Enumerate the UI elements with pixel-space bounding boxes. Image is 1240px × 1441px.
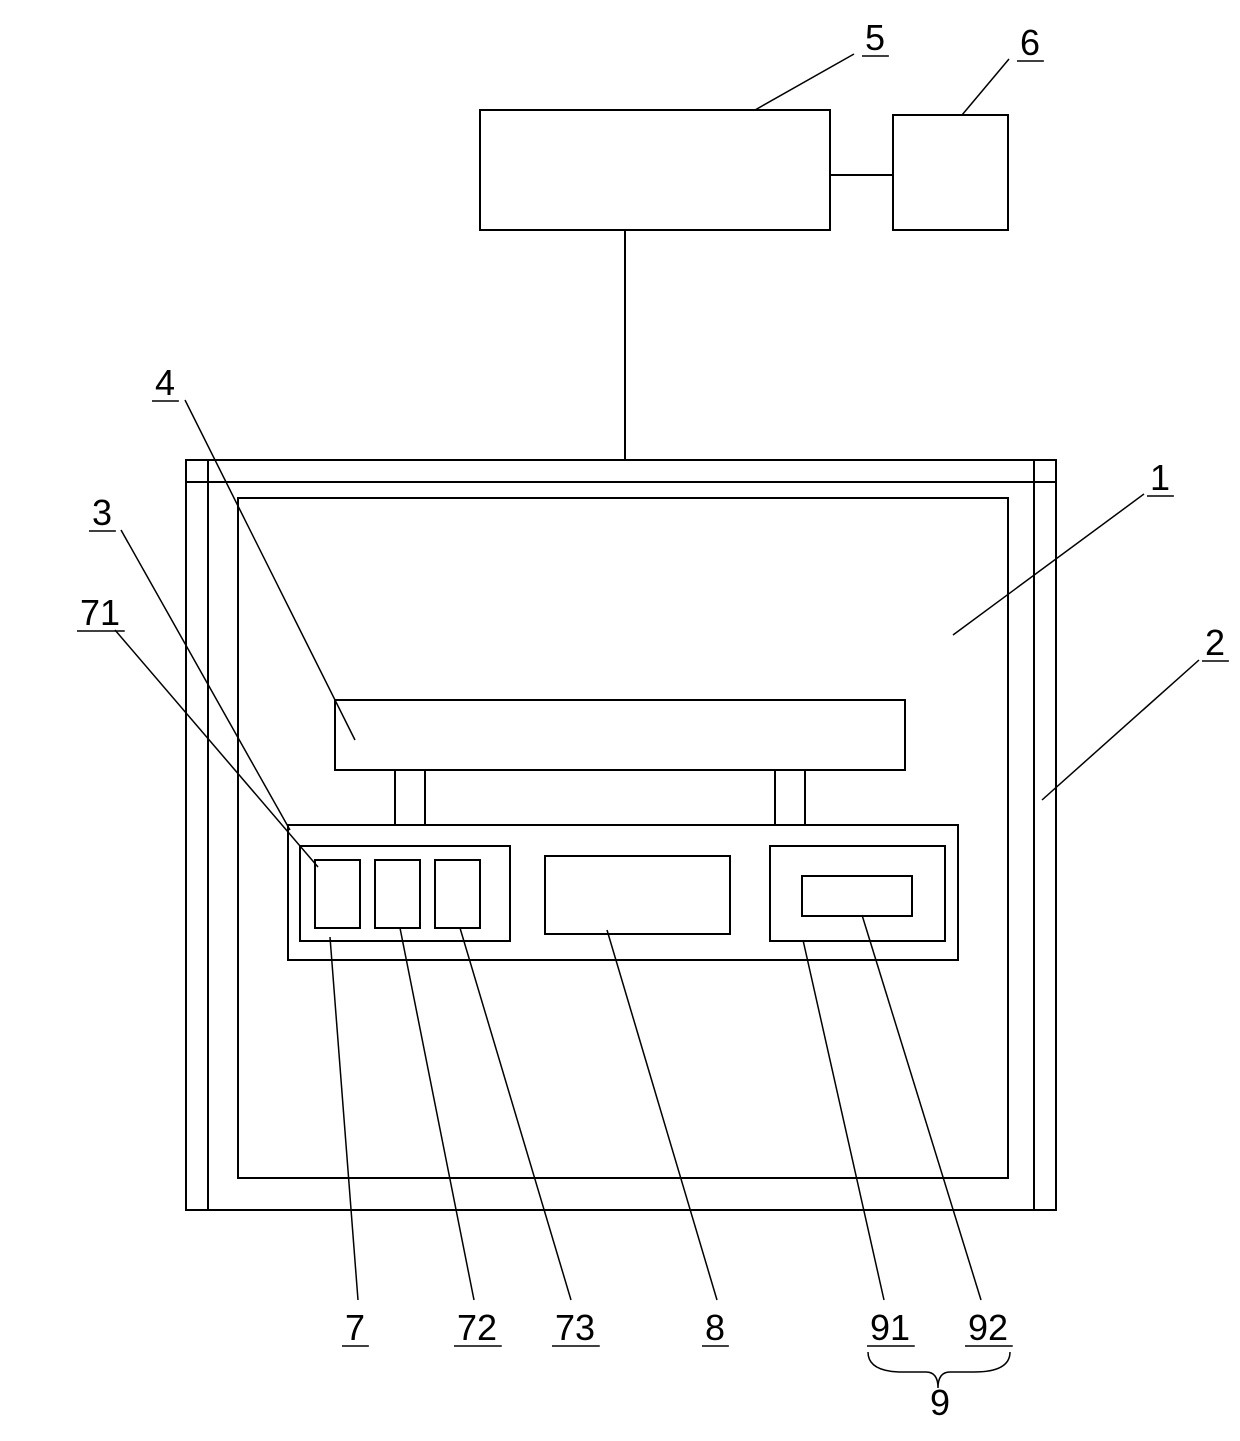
box-6 xyxy=(893,115,1008,230)
label-7: 7 xyxy=(345,1307,365,1348)
label-5: 5 xyxy=(865,17,885,58)
label-9: 9 xyxy=(930,1382,950,1423)
label-8: 8 xyxy=(705,1307,725,1348)
box-8 xyxy=(545,856,730,934)
label-2: 2 xyxy=(1205,622,1225,663)
label-92: 92 xyxy=(968,1307,1008,1348)
outer-frame xyxy=(186,460,1056,1210)
label-1: 1 xyxy=(1150,457,1170,498)
label-4: 4 xyxy=(155,362,175,403)
leg-left xyxy=(395,770,425,825)
label-6: 6 xyxy=(1020,22,1040,63)
label-73: 73 xyxy=(555,1307,595,1348)
inner-frame-1 xyxy=(238,498,1008,1178)
box-5 xyxy=(480,110,830,230)
technical-diagram: 5 6 4 3 71 1 2 7 72 73 8 91 92 9 xyxy=(0,0,1240,1441)
box-4 xyxy=(335,700,905,770)
box-73 xyxy=(435,860,480,928)
box-91 xyxy=(770,846,945,941)
label-3: 3 xyxy=(92,492,112,533)
box-92 xyxy=(802,876,912,916)
box-72 xyxy=(375,860,420,928)
brace-9 xyxy=(868,1352,1010,1388)
label-71: 71 xyxy=(80,592,120,633)
box-71 xyxy=(315,860,360,928)
label-91: 91 xyxy=(870,1307,910,1348)
leg-right xyxy=(775,770,805,825)
label-72: 72 xyxy=(457,1307,497,1348)
